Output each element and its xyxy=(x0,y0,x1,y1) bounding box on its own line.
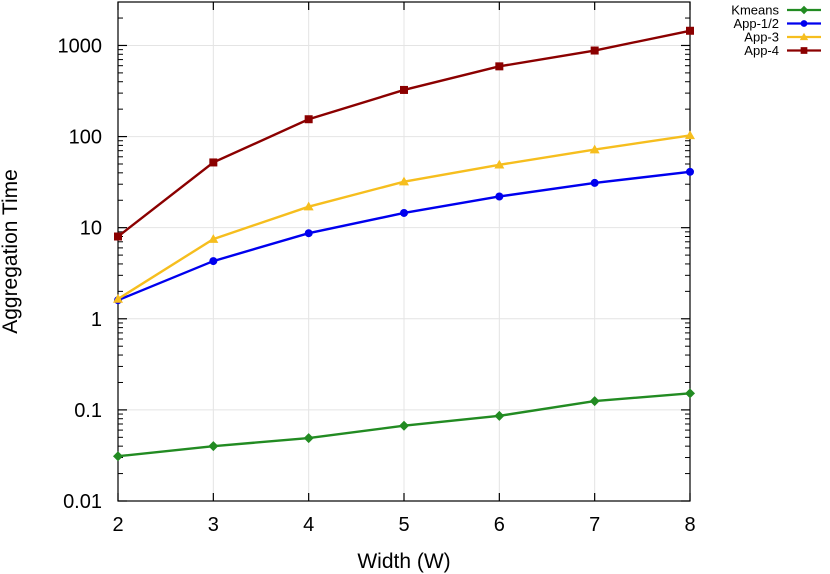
axis-ticks: 2 3 4 5 6 7 8 0.01 0.1 1 10 100 1000 xyxy=(58,1,696,536)
data-point-triangle xyxy=(685,130,695,140)
series-app-4 xyxy=(114,26,694,241)
legend-item: App-4 xyxy=(744,43,821,58)
x-tick-label: 6 xyxy=(494,514,505,536)
series-app-3 xyxy=(113,130,695,303)
y-tick-label: 1000 xyxy=(58,35,103,57)
legend-label: App-1/2 xyxy=(733,16,779,31)
legend-item: Kmeans xyxy=(731,3,821,18)
data-point-square xyxy=(590,46,599,55)
data-point-diamond xyxy=(113,451,123,462)
y-tick-label: 0.1 xyxy=(74,400,102,422)
legend-label: App-4 xyxy=(744,43,779,58)
y-tick-label: 1 xyxy=(91,309,102,331)
legend-item: App-1/2 xyxy=(733,16,821,31)
data-point-triangle xyxy=(494,159,505,169)
x-tick-label: 4 xyxy=(303,514,314,536)
data-point-circle xyxy=(304,229,313,238)
data-point-square xyxy=(304,115,313,124)
x-tick-label: 3 xyxy=(208,514,219,536)
data-point-triangle xyxy=(303,201,314,211)
data-point-diamond xyxy=(799,5,809,15)
legend-item: App-3 xyxy=(744,30,821,45)
data-point-diamond xyxy=(208,441,219,452)
data-point-diamond xyxy=(685,388,695,399)
y-axis-label: Aggregation Time xyxy=(0,169,22,334)
data-point-square xyxy=(686,26,694,35)
data-point-circle xyxy=(400,208,408,217)
data-point-square xyxy=(400,85,408,94)
y-tick-label: 0.01 xyxy=(63,491,102,513)
data-point-square xyxy=(114,232,122,241)
data-point-diamond xyxy=(399,420,409,431)
data-point-square xyxy=(800,47,808,54)
x-tick-label: 7 xyxy=(589,514,600,536)
x-tick-label: 5 xyxy=(398,514,409,536)
data-point-diamond xyxy=(494,410,505,421)
data-point-triangle xyxy=(799,32,809,41)
x-axis-label: Width (W) xyxy=(357,550,450,573)
data-point-circle xyxy=(800,20,808,27)
data-point-diamond xyxy=(303,433,314,444)
series-kmeans xyxy=(113,388,695,462)
x-tick-label: 8 xyxy=(684,514,695,536)
data-point-triangle xyxy=(399,176,409,186)
legend-label: Kmeans xyxy=(731,3,779,18)
legend-label: App-3 xyxy=(744,30,779,45)
series-layer xyxy=(113,26,695,462)
data-point-triangle xyxy=(113,293,123,303)
data-point-circle xyxy=(209,257,218,266)
data-point-triangle xyxy=(208,234,219,243)
data-point-circle xyxy=(686,167,694,176)
x-tick-label: 2 xyxy=(112,514,123,536)
data-point-triangle xyxy=(589,144,600,154)
grid-lines xyxy=(117,2,691,502)
data-point-square xyxy=(209,158,218,167)
data-point-square xyxy=(495,62,504,71)
data-point-circle xyxy=(495,192,504,201)
y-tick-label: 10 xyxy=(80,218,102,240)
y-tick-label: 100 xyxy=(69,127,102,149)
data-point-diamond xyxy=(589,396,600,407)
data-point-circle xyxy=(590,178,599,187)
